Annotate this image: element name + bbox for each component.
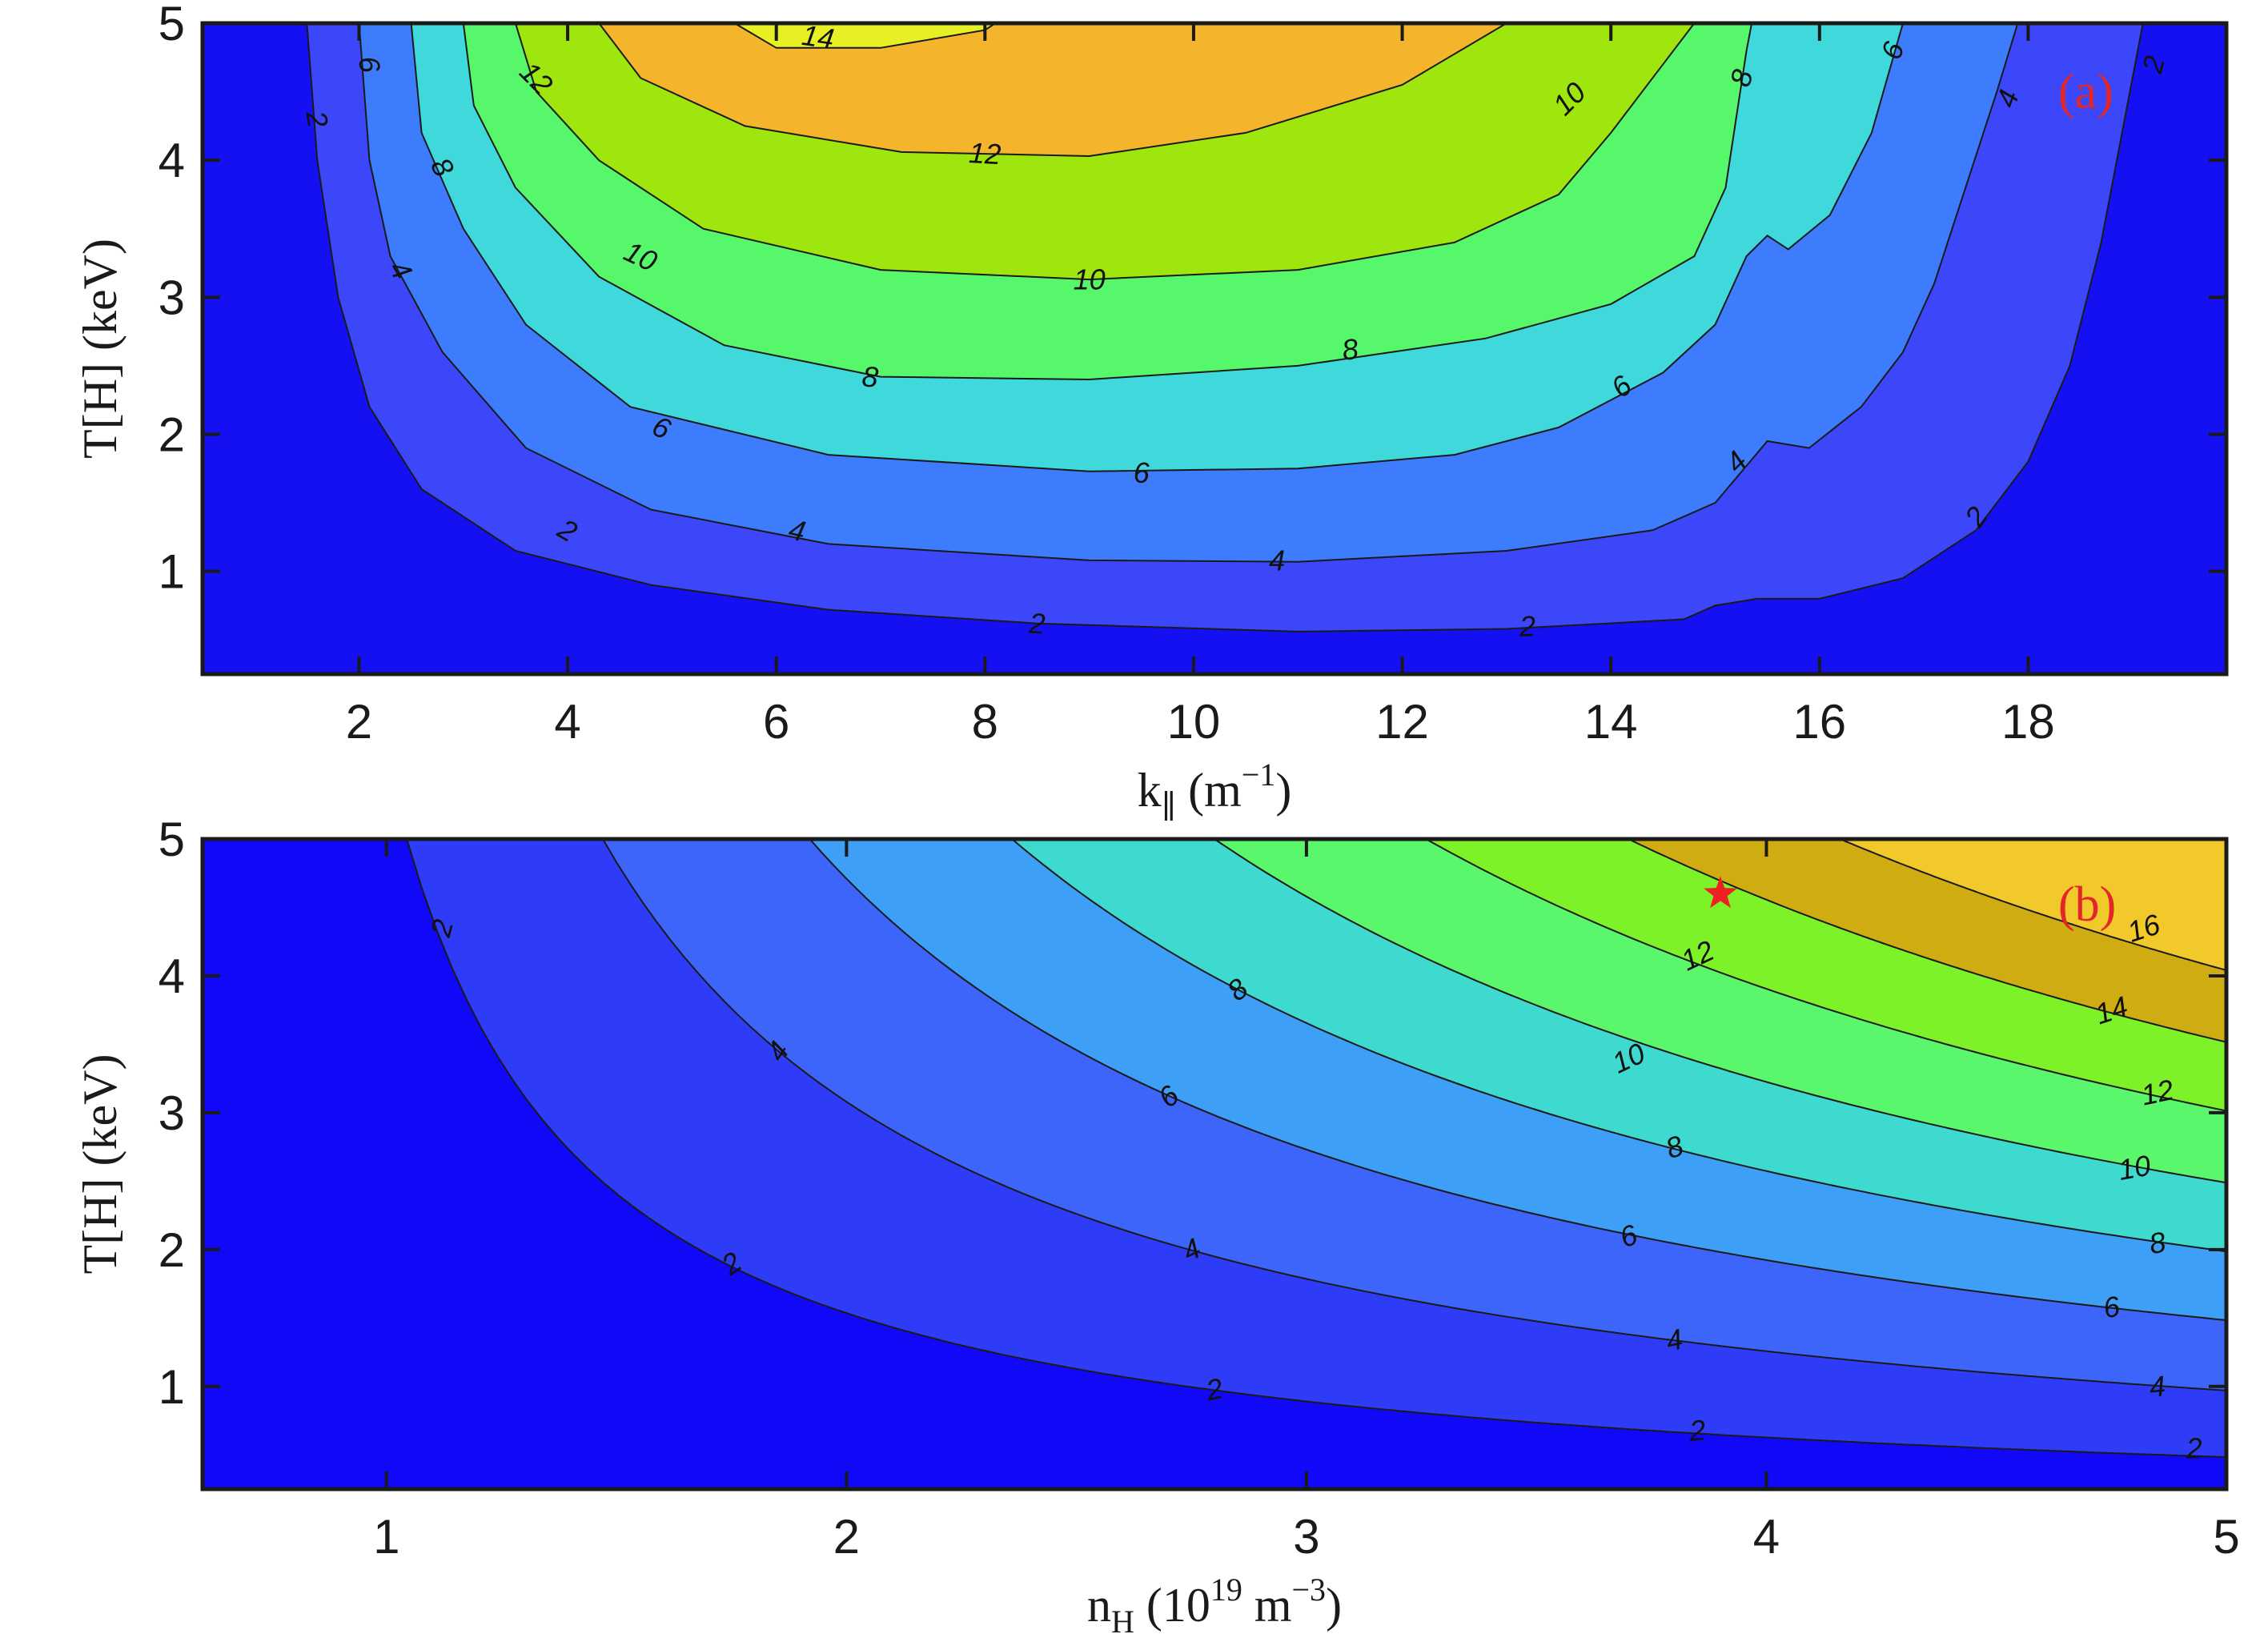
contour-line-16	[1840, 839, 2226, 971]
contour-label: 8	[861, 359, 880, 394]
contour-line-10	[1214, 839, 2226, 1184]
contour-line-6	[809, 839, 2226, 1321]
contour-label: 12	[2138, 1073, 2177, 1111]
band-above-12	[599, 23, 1507, 156]
x-axis-label: nH (1019 m−3)	[1087, 1572, 1342, 1638]
contour-line-6	[410, 23, 1904, 472]
x-tick-label: 3	[1293, 1510, 1319, 1564]
y-axis-label: T[H] (keV)	[74, 1054, 126, 1275]
contour-label: 10	[1074, 263, 1106, 296]
x-axis-label: k∥ (m−1)	[1138, 757, 1292, 825]
contour-line-2	[406, 839, 2226, 1458]
y-tick-label: 4	[159, 949, 185, 1003]
contour-label: 2	[2185, 1431, 2203, 1465]
contour-label: 10	[2116, 1149, 2154, 1186]
contour-label: 14	[800, 18, 836, 55]
contour-line-10	[514, 23, 1696, 281]
x-tick-label: 5	[2213, 1510, 2239, 1564]
x-tick-label: 16	[1792, 695, 1846, 749]
y-tick-label: 3	[159, 271, 185, 324]
y-axis-label: T[H] (keV)	[74, 239, 126, 459]
y-tick-label: 2	[159, 407, 185, 461]
x-tick-label: 10	[1167, 695, 1221, 749]
x-tick-label: 6	[763, 695, 789, 749]
star-marker	[1704, 876, 1737, 909]
contour-line-14	[1628, 839, 2226, 1043]
y-tick-label: 3	[159, 1086, 185, 1140]
contour-label: 2	[1688, 1413, 1708, 1447]
axes-frame	[200, 21, 2229, 676]
y-tick-label: 5	[159, 813, 185, 866]
contour-line-2	[306, 23, 2144, 632]
y-tick-label: 1	[159, 1360, 185, 1414]
y-tick-label: 1	[159, 545, 185, 599]
x-tick-label: 1	[373, 1510, 399, 1564]
contour-label: 2	[1518, 609, 1535, 643]
x-tick-label: 12	[1375, 695, 1429, 749]
x-tick-label: 8	[972, 695, 998, 749]
contour-line-12	[598, 23, 1507, 158]
band-above-14	[734, 23, 996, 48]
contour-label: 4	[1269, 544, 1285, 576]
contour-label: 12	[968, 136, 1002, 171]
contour-line-4	[602, 839, 2226, 1391]
x-tick-label: 4	[554, 695, 580, 749]
y-tick-label: 5	[159, 0, 185, 50]
contour-label: 6	[1134, 456, 1150, 489]
y-tick-label: 2	[159, 1223, 185, 1277]
x-tick-label: 2	[346, 695, 372, 749]
y-tick-label: 4	[159, 134, 185, 187]
x-tick-label: 14	[1584, 695, 1638, 749]
panel-label: (b)	[2058, 877, 2116, 932]
contour-line-8	[1011, 839, 2226, 1253]
x-tick-label: 2	[833, 1510, 860, 1564]
x-tick-label: 4	[1753, 1510, 1780, 1564]
contour-label: 2	[1027, 607, 1046, 640]
contour-line-14	[734, 23, 996, 49]
x-tick-label: 18	[2001, 695, 2055, 749]
axes-frame	[200, 837, 2229, 1491]
contour-line-4	[358, 23, 2019, 563]
contour-label: 4	[2148, 1369, 2167, 1403]
contour-line-8	[462, 23, 1753, 381]
panel-label: (a)	[2058, 65, 2113, 119]
contour-line-12	[1425, 839, 2226, 1112]
band-above-16	[1840, 839, 2226, 970]
